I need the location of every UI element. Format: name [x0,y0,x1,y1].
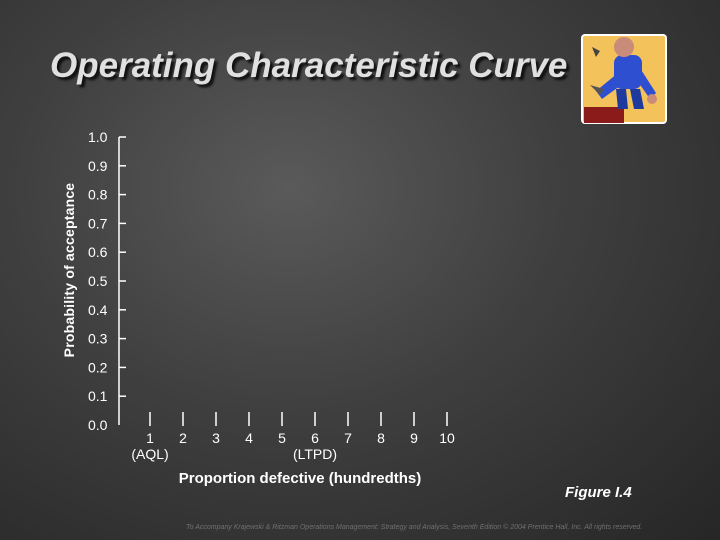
x-tick-label: 10 [439,430,455,446]
y-tick-label: 0.0 [88,417,108,433]
x-tick-label: 2 [179,430,187,446]
y-tick-label: 0.6 [88,244,108,260]
x-tick-label: 3 [212,430,220,446]
x-tick-label: 8 [377,430,385,446]
x-tick-label: 9 [410,430,418,446]
y-tick-label: 0.8 [88,187,108,203]
y-tick-label: 1.0 [88,129,108,145]
x-tick-label: 7 [344,430,352,446]
x-annotation-label: (LTPD) [293,446,337,462]
x-tick-label: 1 [146,430,154,446]
footer-copyright: To Accompany Krajewski & Ritzman Operati… [186,524,643,531]
x-tick-label: 4 [245,430,253,446]
chart-title: Operating Characteristic Curve [50,46,568,85]
x-tick-label: 5 [278,430,286,446]
x-annotation-label: (AQL) [131,446,168,462]
y-axis-label: Probability of acceptance [61,182,77,358]
y-tick-label: 0.9 [88,158,108,174]
y-tick-label: 0.3 [88,331,108,347]
y-tick-label: 0.1 [88,388,108,404]
x-tick-label: 6 [311,430,319,446]
y-tick-label: 0.4 [88,302,108,318]
x-axis-label: Proportion defective (hundredths) [178,470,422,487]
y-tick-label: 0.5 [88,273,108,289]
worker-with-wrench-icon [581,34,667,124]
y-tick-label: 0.7 [88,215,108,231]
figure-label: Figure I.4 [565,484,632,501]
y-tick-label: 0.2 [88,359,108,375]
